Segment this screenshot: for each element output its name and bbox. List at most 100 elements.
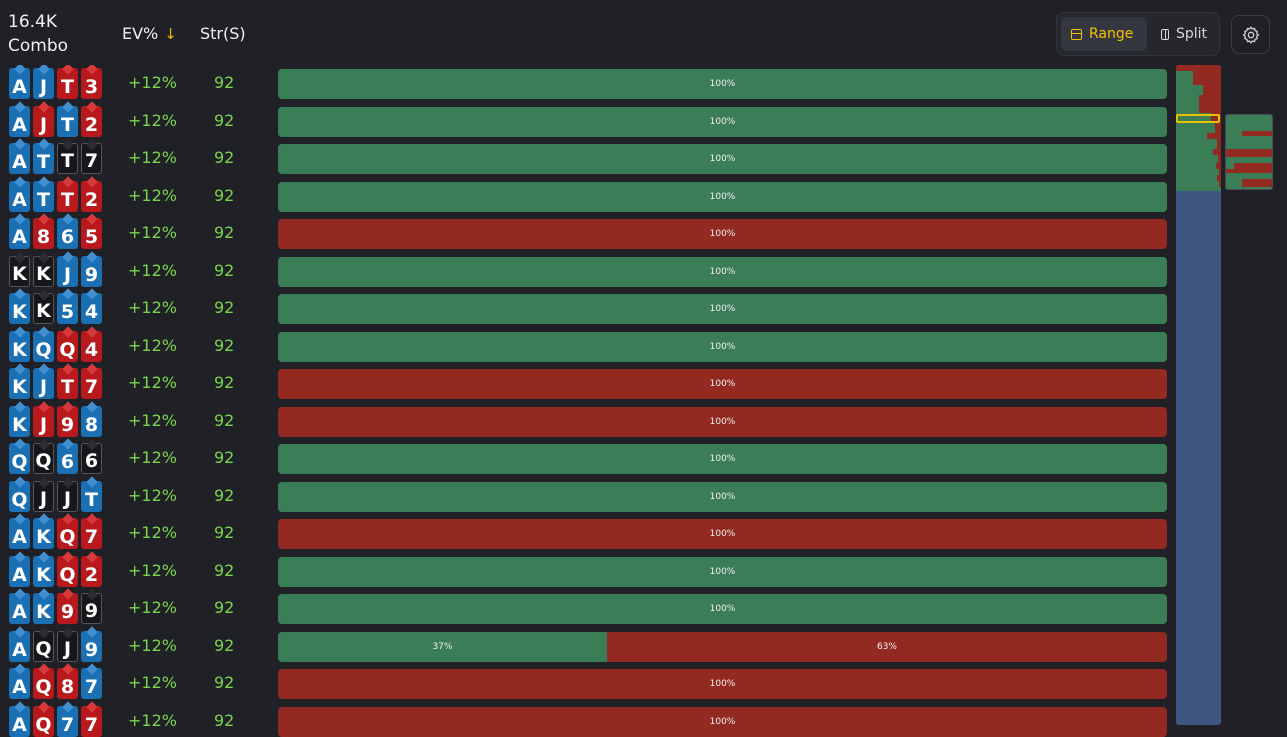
range-minimap[interactable] bbox=[1176, 65, 1221, 725]
action-frequency-bar[interactable]: 100% bbox=[278, 69, 1167, 99]
playing-card: Q bbox=[33, 700, 54, 737]
suit-icon bbox=[61, 325, 74, 338]
suit-icon bbox=[13, 700, 26, 713]
playing-card: A bbox=[9, 625, 30, 662]
bar-segment-green: 100% bbox=[278, 256, 1167, 287]
playing-card: Q bbox=[33, 663, 54, 699]
table-row[interactable]: A T T 2 +12% 92 100% bbox=[0, 175, 1175, 216]
suit-icon bbox=[85, 700, 98, 713]
combo-list[interactable]: A J T 3 +12% 92 100% A J T 2 +12% 92 100% A T T 7 +12% 92 10… bbox=[0, 65, 1175, 737]
minimap-red-streak bbox=[1217, 139, 1221, 149]
playing-card: K bbox=[33, 550, 54, 587]
suit-icon bbox=[85, 475, 98, 488]
table-row[interactable]: K Q Q 4 +12% 92 100% bbox=[0, 325, 1175, 366]
ev-value: +12% bbox=[128, 560, 177, 580]
suit-icon bbox=[13, 438, 26, 450]
bar-segment-red: 100% bbox=[278, 406, 1167, 437]
strength-value: 92 bbox=[214, 710, 235, 730]
action-frequency-bar[interactable]: 100% bbox=[278, 106, 1167, 137]
table-row[interactable]: K J T 7 +12% 92 100% bbox=[0, 363, 1175, 403]
playing-card: A bbox=[9, 513, 30, 549]
suit-icon bbox=[37, 513, 50, 525]
strength-value: 92 bbox=[214, 335, 235, 355]
table-row[interactable]: Q Q 6 6 +12% 92 100% bbox=[0, 438, 1175, 478]
suit-icon bbox=[85, 288, 98, 300]
table-row[interactable]: A 8 6 5 +12% 92 100% bbox=[0, 213, 1175, 253]
bar-segment-green: 100% bbox=[278, 481, 1167, 512]
action-frequency-bar[interactable]: 100% bbox=[278, 144, 1167, 174]
table-row[interactable]: Q J J T +12% 92 100% bbox=[0, 475, 1175, 516]
suit-icon bbox=[13, 363, 26, 375]
table-row[interactable]: A J T 3 +12% 92 100% bbox=[0, 65, 1175, 103]
action-frequency-bar[interactable]: 100% bbox=[278, 256, 1167, 287]
strength-column-header[interactable]: Str(S) bbox=[200, 24, 246, 43]
minimap-viewport-indicator[interactable] bbox=[1176, 114, 1220, 123]
table-row[interactable]: K J 9 8 +12% 92 100% bbox=[0, 400, 1175, 441]
combo-column-header[interactable]: 16.4K Combo bbox=[8, 10, 68, 58]
playing-card: 7 bbox=[81, 513, 102, 549]
action-frequency-bar[interactable]: 100% bbox=[278, 556, 1167, 587]
suit-icon bbox=[61, 438, 74, 450]
strength-value: 92 bbox=[214, 523, 235, 542]
table-row[interactable]: K K 5 4 +12% 92 100% bbox=[0, 288, 1175, 328]
playing-card: 9 bbox=[57, 400, 78, 437]
suit-icon bbox=[13, 100, 26, 113]
playing-card: 9 bbox=[81, 589, 102, 624]
range-button[interactable]: Range bbox=[1061, 17, 1147, 51]
strength-value: 92 bbox=[214, 485, 235, 505]
playing-card: 7 bbox=[81, 139, 102, 174]
playing-card: 8 bbox=[81, 400, 102, 437]
playing-card: Q bbox=[9, 475, 30, 512]
action-frequency-bar[interactable]: 100% bbox=[278, 706, 1167, 737]
action-frequency-bar[interactable]: 100% bbox=[278, 519, 1167, 549]
table-row[interactable]: A Q J 9 +12% 92 37% 63% bbox=[0, 625, 1175, 666]
action-frequency-bar[interactable]: 100% bbox=[278, 406, 1167, 437]
action-frequency-bar[interactable]: 100% bbox=[278, 669, 1167, 699]
suit-icon bbox=[37, 663, 50, 675]
action-frequency-bar[interactable]: 100% bbox=[278, 331, 1167, 362]
playing-card: Q bbox=[33, 439, 54, 474]
bar-segment-green: 100% bbox=[278, 144, 1167, 174]
action-frequency-bar[interactable]: 100% bbox=[278, 369, 1167, 399]
action-frequency-bar[interactable]: 100% bbox=[278, 481, 1167, 512]
playing-card: J bbox=[33, 100, 54, 137]
settings-button[interactable] bbox=[1231, 15, 1270, 54]
table-row[interactable]: A Q 8 7 +12% 92 100% bbox=[0, 663, 1175, 703]
suit-icon bbox=[61, 213, 74, 225]
action-frequency-bar[interactable]: 100% bbox=[278, 594, 1167, 624]
suit-icon bbox=[37, 476, 50, 489]
table-row[interactable]: K K J 9 +12% 92 100% bbox=[0, 250, 1175, 291]
suit-icon bbox=[37, 251, 50, 264]
bar-segment-red: 100% bbox=[278, 519, 1167, 549]
table-row[interactable]: A J T 2 +12% 92 100% bbox=[0, 100, 1175, 141]
action-frequency-bar[interactable]: 37% 63% bbox=[278, 631, 1167, 662]
suit-icon bbox=[85, 250, 98, 263]
ev-value: +12% bbox=[128, 148, 177, 167]
action-frequency-bar[interactable]: 100% bbox=[278, 219, 1167, 249]
table-row[interactable]: A T T 7 +12% 92 100% bbox=[0, 138, 1175, 178]
table-row[interactable]: A Q 7 7 +12% 92 100% bbox=[0, 700, 1175, 737]
playing-card: Q bbox=[57, 325, 78, 362]
playing-card: K bbox=[9, 325, 30, 362]
suit-icon bbox=[37, 363, 50, 375]
action-frequency-bar[interactable]: 100% bbox=[278, 444, 1167, 474]
bar-segment-red: 100% bbox=[278, 669, 1167, 699]
action-frequency-bar[interactable]: 100% bbox=[278, 294, 1167, 324]
bar-segment-green: 100% bbox=[278, 444, 1167, 474]
playing-card: A bbox=[9, 138, 30, 174]
ev-column-header[interactable]: EV% ↓ bbox=[122, 24, 177, 43]
table-row[interactable]: A K Q 7 +12% 92 100% bbox=[0, 513, 1175, 553]
suit-icon bbox=[61, 663, 74, 675]
strength-value: 92 bbox=[214, 673, 235, 692]
suit-icon bbox=[85, 400, 98, 413]
action-frequency-bar[interactable]: 100% bbox=[278, 181, 1167, 212]
table-row[interactable]: A K Q 2 +12% 92 100% bbox=[0, 550, 1175, 591]
split-button[interactable]: Split bbox=[1151, 17, 1217, 51]
combo-label: Combo bbox=[8, 36, 69, 56]
table-row[interactable]: A K 9 9 +12% 92 100% bbox=[0, 588, 1175, 628]
strength-value: 92 bbox=[214, 110, 235, 130]
